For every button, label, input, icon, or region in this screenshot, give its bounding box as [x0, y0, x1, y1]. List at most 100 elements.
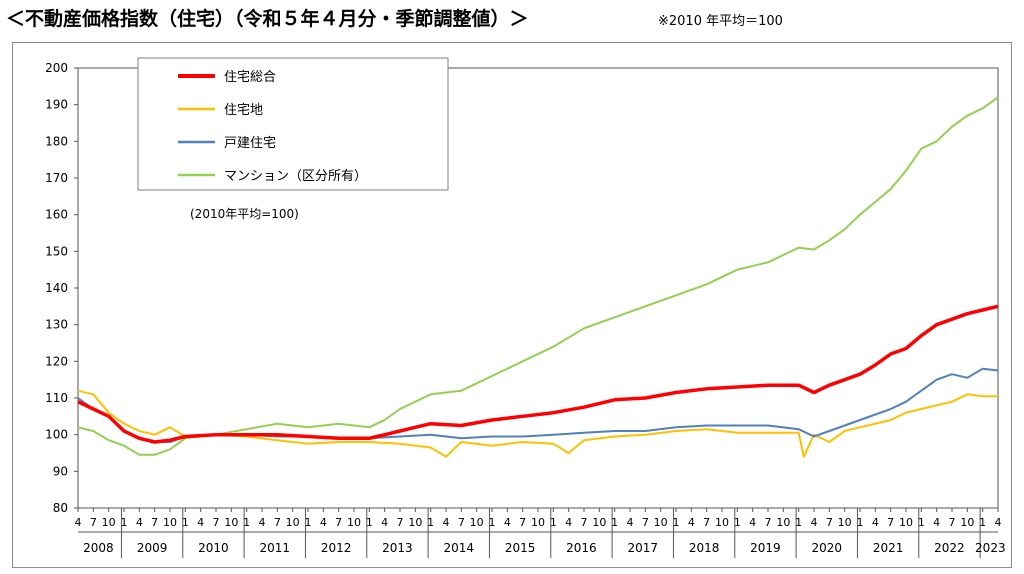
year-label: 2023 — [975, 541, 1006, 555]
year-label: 2015 — [505, 541, 536, 555]
y-tick-label: 80 — [53, 501, 68, 515]
month-tick-label: 10 — [470, 516, 484, 529]
legend-box — [137, 57, 449, 191]
month-tick-label: 4 — [627, 516, 634, 529]
month-tick-label: 7 — [581, 516, 588, 529]
month-tick-label: 1 — [795, 516, 802, 529]
y-tick-label: 180 — [45, 134, 68, 148]
year-label: 2014 — [444, 541, 475, 555]
month-tick-label: 7 — [213, 516, 220, 529]
month-tick-label: 4 — [443, 516, 450, 529]
month-tick-label: 4 — [197, 516, 204, 529]
y-tick-label: 200 — [45, 61, 68, 75]
year-label: 2020 — [812, 541, 843, 555]
month-tick-label: 10 — [592, 516, 606, 529]
legend-label-2: 住宅地 — [224, 103, 263, 118]
month-tick-label: 4 — [811, 516, 818, 529]
year-label: 2009 — [137, 541, 168, 555]
y-tick-label: 150 — [45, 244, 68, 258]
year-label: 2018 — [689, 541, 720, 555]
month-tick-label: 4 — [504, 516, 511, 529]
series-lines — [77, 96, 999, 458]
base-annotation: (2010年平均=100) — [190, 207, 299, 221]
base-year-note: ※2010 年平均＝100 — [658, 14, 783, 29]
legend-label-4: マンション（区分所有） — [224, 169, 367, 184]
series-line-3 — [77, 367, 999, 443]
month-tick-label: 7 — [274, 516, 281, 529]
y-axis: 200 190 180 170 160 150 140 130 120 110 100 90 80 — [45, 61, 78, 515]
month-tick-label: 7 — [765, 516, 772, 529]
month-tick-label: 4 — [688, 516, 695, 529]
month-tick-label: 7 — [335, 516, 342, 529]
year-label: 2016 — [566, 541, 597, 555]
year-label: 2013 — [382, 541, 413, 555]
month-tick-label: 1 — [918, 516, 925, 529]
month-tick-label: 1 — [366, 516, 373, 529]
month-tick-label: 10 — [102, 516, 116, 529]
y-tick-label: 160 — [45, 208, 68, 222]
month-tick-label: 10 — [531, 516, 545, 529]
month-tick-label: 7 — [519, 516, 526, 529]
page-title: ＜不動産価格指数（住宅）（令和５年４月分・季節調整値）＞ — [6, 8, 529, 30]
chart-frame — [12, 42, 1012, 568]
y-tick-label: 100 — [45, 428, 68, 442]
month-tick-label: 10 — [838, 516, 852, 529]
y-tick-label: 190 — [45, 98, 68, 112]
year-label: 2011 — [260, 541, 291, 555]
month-tick-label: 7 — [397, 516, 404, 529]
month-tick-label: 4 — [995, 516, 1002, 529]
month-tick-label: 7 — [90, 516, 97, 529]
month-tick-label: 4 — [933, 516, 940, 529]
y-tick-label: 90 — [53, 464, 68, 478]
month-tick-label: 4 — [872, 516, 879, 529]
year-label: 2012 — [321, 541, 352, 555]
month-tick-label: 1 — [305, 516, 312, 529]
month-tick-label: 1 — [243, 516, 250, 529]
month-tick-label: 1 — [611, 516, 618, 529]
y-tick-label: 130 — [45, 318, 68, 332]
month-tick-label: 10 — [899, 516, 913, 529]
month-tick-label: 4 — [259, 516, 266, 529]
month-tick-label: 10 — [715, 516, 729, 529]
month-tick-label: 10 — [347, 516, 361, 529]
series-line-2 — [77, 389, 998, 458]
month-tick-label: 1 — [673, 516, 680, 529]
month-tick-label: 7 — [151, 516, 158, 529]
legend-label-1: 住宅総合 — [224, 70, 276, 85]
month-tick-label: 7 — [826, 516, 833, 529]
y-tick-label: 170 — [45, 171, 68, 185]
year-label: 2019 — [750, 541, 781, 555]
month-tick-label: 1 — [857, 516, 864, 529]
month-tick-label: 10 — [224, 516, 238, 529]
month-tick-label: 1 — [550, 516, 557, 529]
month-tick-label: 7 — [703, 516, 710, 529]
series-line-1 — [77, 304, 999, 444]
month-tick-label: 4 — [320, 516, 327, 529]
month-tick-label: 10 — [286, 516, 300, 529]
month-tick-label: 4 — [381, 516, 388, 529]
month-tick-label: 7 — [949, 516, 956, 529]
month-tick-label: 4 — [136, 516, 143, 529]
month-tick-label: 1 — [489, 516, 496, 529]
month-tick-label: 1 — [121, 516, 128, 529]
month-tick-label: 10 — [960, 516, 974, 529]
y-tick-label: 140 — [45, 281, 68, 295]
month-tick-label: 7 — [887, 516, 894, 529]
month-tick-label: 4 — [75, 516, 82, 529]
month-tick-label: 7 — [458, 516, 465, 529]
month-tick-label: 10 — [163, 516, 177, 529]
month-tick-label: 1 — [182, 516, 189, 529]
year-label: 2022 — [934, 541, 965, 555]
month-tick-label: 10 — [408, 516, 422, 529]
year-label: 2010 — [198, 541, 229, 555]
year-label: 2021 — [873, 541, 904, 555]
y-tick-label: 120 — [45, 354, 68, 368]
month-tick-label: 4 — [565, 516, 572, 529]
series-line-4 — [77, 96, 999, 456]
month-tick-label: 7 — [642, 516, 649, 529]
year-label: 2008 — [83, 541, 114, 555]
month-tick-label: 10 — [776, 516, 790, 529]
